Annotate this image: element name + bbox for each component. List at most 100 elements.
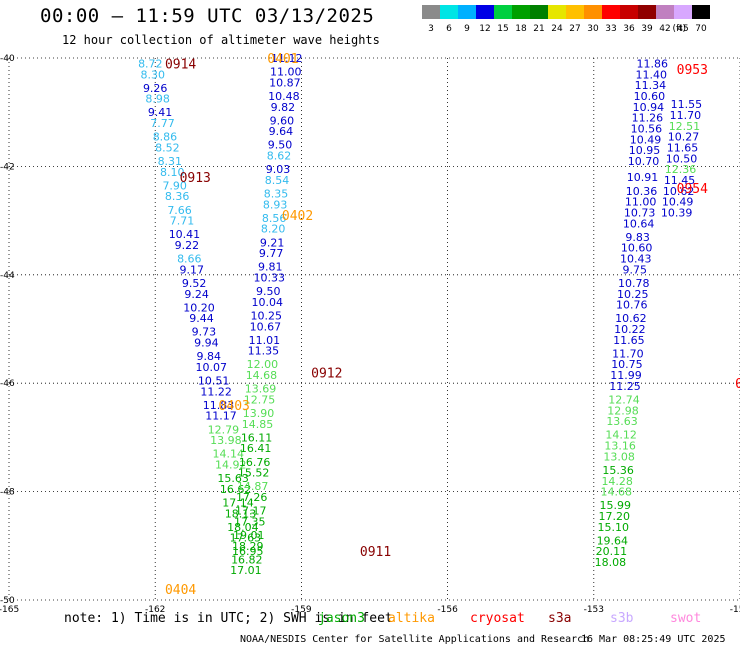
- chart-subtitle: 12 hour collection of altimeter wave hei…: [62, 33, 380, 47]
- colorbar-label: 12: [479, 24, 490, 34]
- wave-height-label: 11.22: [200, 385, 232, 398]
- wave-height-label: 8.10: [160, 166, 185, 179]
- wave-height-label: 9.50: [256, 285, 281, 298]
- colorbar-swatch: [548, 5, 566, 19]
- x-tick-label: -150: [730, 605, 740, 615]
- track-time-label: 0404: [165, 583, 196, 598]
- colorbar-swatch: [476, 5, 494, 19]
- wave-height-label: 10.73: [624, 206, 656, 219]
- wave-height-label: 9.50: [268, 139, 293, 152]
- wave-height-label: 10.25: [617, 288, 649, 301]
- colorbar-label: 27: [569, 24, 580, 34]
- wave-height-label: 14.92: [215, 459, 247, 472]
- track-time-label: 0913: [180, 171, 211, 186]
- colorbar-label: 21: [533, 24, 544, 34]
- wave-height-label: 9.94: [194, 337, 219, 350]
- wave-height-label: 11.35: [248, 345, 280, 358]
- wave-height-label: 15.36: [602, 464, 634, 477]
- track-time-label: 0955: [735, 377, 740, 392]
- wave-height-label: 8.54: [265, 174, 290, 187]
- wave-height-label: 11.83: [203, 399, 235, 412]
- wave-height-label: 10.94: [633, 101, 665, 114]
- x-tick-label: -153: [584, 605, 604, 615]
- wave-height-label: 11.65: [667, 141, 699, 154]
- colorbar-swatch: [458, 5, 476, 19]
- satellite-legend-item: altika: [388, 611, 435, 626]
- wave-height-label: 8.66: [177, 253, 202, 266]
- y-tick-label: -42: [0, 162, 15, 172]
- wave-height-label: 17.63: [230, 532, 262, 545]
- wave-height-label: 11.70: [670, 109, 702, 122]
- wave-height-label: 9.82: [271, 101, 296, 114]
- wave-height-label: 9.24: [184, 288, 209, 301]
- colorbar-swatch: [530, 5, 548, 19]
- wave-height-label: 10.91: [627, 171, 659, 184]
- wave-height-label: 10.75: [611, 358, 643, 371]
- wave-height-label: 16.76: [239, 456, 271, 469]
- wave-height-label: 8.30: [141, 68, 166, 81]
- wave-height-label: 13.98: [210, 434, 242, 447]
- wave-height-label: 9.73: [192, 326, 217, 339]
- wave-height-label: 10.51: [198, 374, 230, 387]
- track-time-label: 0911: [360, 545, 391, 560]
- wave-height-label: 10.50: [666, 152, 698, 165]
- wave-height-label: 7.90: [162, 179, 187, 192]
- wave-height-label: 17.20: [599, 510, 631, 523]
- wave-height-label: 10.87: [269, 76, 301, 89]
- track-time-label: 0403: [219, 399, 250, 414]
- wave-height-label: 10.95: [629, 144, 661, 157]
- wave-height-label: 13.08: [603, 450, 635, 463]
- colorbar-label: 3: [428, 24, 434, 34]
- wave-height-label: 9.75: [622, 263, 647, 276]
- wave-height-label: 16.95: [232, 545, 264, 558]
- wave-height-label: 14.12: [605, 429, 637, 442]
- y-tick-label: -48: [0, 488, 15, 498]
- wave-height-label: 7.66: [167, 204, 192, 217]
- wave-height-label: 11.99: [610, 369, 642, 382]
- wave-height-label: 15.52: [238, 467, 270, 480]
- wave-height-label: 10.20: [183, 301, 215, 314]
- wave-height-label: 9.41: [148, 106, 173, 119]
- wave-height-label: 15.63: [217, 472, 249, 485]
- wave-height-label: 18.08: [595, 556, 627, 569]
- footer-agency: NOAA/NESDIS Center for Satellite Applica…: [240, 634, 590, 645]
- wave-height-label: 10.36: [626, 185, 658, 198]
- wave-height-label: 10.49: [662, 196, 694, 209]
- wave-height-label: 8.56: [262, 212, 287, 225]
- wave-height-label: 10.67: [250, 320, 282, 333]
- wave-height-label: 15.99: [599, 499, 631, 512]
- wave-height-label: 10.70: [628, 155, 660, 168]
- wave-height-label: 10.76: [616, 299, 648, 312]
- track-time-label: 0912: [311, 366, 342, 381]
- wave-height-label: 10.25: [251, 309, 283, 322]
- wave-height-label: 7.77: [150, 117, 175, 130]
- wave-height-label: 14.28: [601, 475, 633, 488]
- wave-height-label: 11.45: [664, 174, 696, 187]
- track-time-label: 0954: [677, 182, 708, 197]
- y-tick-label: -50: [0, 596, 15, 606]
- wave-height-label: 16.41: [240, 442, 272, 455]
- wave-height-label: 9.21: [260, 236, 285, 249]
- chart-title: 00:00 – 11:59 UTC 03/13/2025: [40, 5, 375, 27]
- satellite-legend-item: swot: [670, 611, 702, 626]
- track-time-label: 0401: [267, 52, 298, 67]
- wave-height-label: 12.74: [608, 393, 640, 406]
- wave-height-label: 14.68: [600, 486, 632, 499]
- colorbar-swatch: [656, 5, 674, 19]
- colorbar-label: 9: [464, 24, 470, 34]
- wave-height-label: 16.11: [241, 431, 273, 444]
- wave-height-label: 11.55: [671, 98, 703, 111]
- x-tick-label: -162: [145, 605, 165, 615]
- wave-height-label: 14.87: [237, 480, 269, 493]
- wave-height-chart: -165 -162 -159 -156 -153 -150 -40 -42 -44 -46 -48 -…: [0, 52, 740, 615]
- wave-height-label: 16.62: [220, 483, 252, 496]
- colorbar-swatch: [584, 5, 602, 19]
- wave-height-label: 20.11: [596, 545, 628, 558]
- wave-height-label: 12.98: [607, 404, 639, 417]
- colorbar-legend: 3 6 9 12 15 18 21 24 27 30 33 36 39 42 45 70(ft): [422, 5, 710, 34]
- wave-height-label: 10.22: [614, 323, 646, 336]
- colorbar-label: 70: [695, 24, 707, 34]
- track-time-label: 0402: [282, 209, 313, 224]
- wave-height-label: 8.98: [145, 93, 170, 106]
- wave-height-label: 10.04: [252, 296, 284, 309]
